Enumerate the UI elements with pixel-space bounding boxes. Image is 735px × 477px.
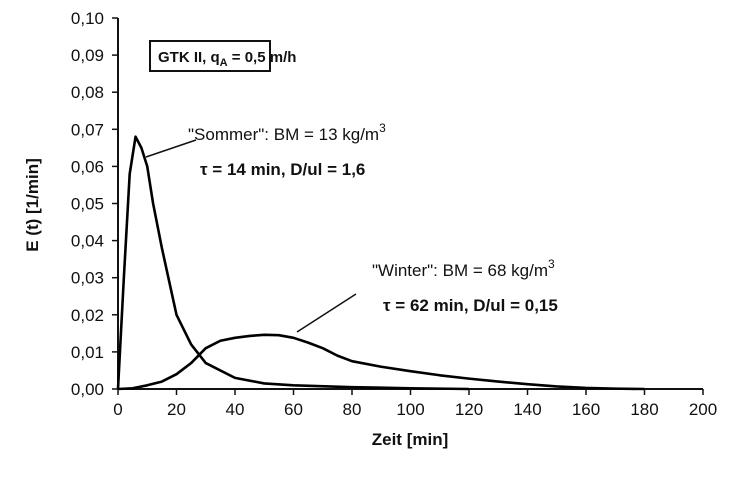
x-tick-label: 100 — [396, 400, 424, 419]
y-tick-label: 0,04 — [71, 232, 104, 251]
y-axis-title: E (t) [1/min] — [23, 158, 42, 252]
leader-line — [296, 293, 357, 333]
x-axis-title: Zeit [min] — [372, 430, 449, 449]
annotation: "Sommer": BM = 13 kg/m3 — [188, 121, 386, 144]
x-tick-label: 60 — [284, 400, 303, 419]
line-series — [116, 135, 470, 391]
y-tick-label: 0,02 — [71, 306, 104, 325]
annotation-sup: 3 — [548, 257, 555, 271]
x-tick-label: 200 — [689, 400, 717, 419]
annotation-text: GTK II, q — [158, 49, 220, 66]
annotation-sub: A — [220, 57, 228, 69]
y-tick-label: 0,00 — [71, 380, 104, 399]
annotation-text: "Winter": BM = 68 kg/m — [372, 261, 548, 280]
y-tick-label: 0,05 — [71, 195, 104, 214]
line-series — [117, 333, 645, 391]
x-tick-label: 140 — [513, 400, 541, 419]
y-tick-label: 0,06 — [71, 157, 104, 176]
annotation-text: "Sommer": BM = 13 kg/m — [188, 125, 379, 144]
annotation: "Winter": BM = 68 kg/m3 — [372, 257, 555, 280]
annotation: τ = 62 min, D/ul = 0,15 — [383, 296, 558, 315]
x-tick-label: 20 — [167, 400, 186, 419]
x-tick-label: 40 — [226, 400, 245, 419]
leader-line — [145, 139, 197, 158]
y-tick-label: 0,08 — [71, 83, 104, 102]
x-tick-label: 180 — [630, 400, 658, 419]
annotation: τ = 14 min, D/ul = 1,6 — [200, 160, 365, 179]
annotation: GTK II, qA = 0,5 m/h — [158, 49, 296, 69]
annotation-sup: 3 — [379, 121, 386, 135]
y-tick-label: 0,09 — [71, 46, 104, 65]
x-tick-label: 160 — [572, 400, 600, 419]
x-tick-label: 80 — [343, 400, 362, 419]
y-tick-label: 0,10 — [71, 9, 104, 28]
annotation-box — [149, 40, 271, 72]
x-tick-label: 120 — [455, 400, 483, 419]
x-tick-label: 0 — [113, 400, 122, 419]
y-tick-label: 0,03 — [71, 269, 104, 288]
y-tick-label: 0,07 — [71, 120, 104, 139]
annotation-text: = 0,5 m/h — [228, 49, 297, 66]
y-tick-label: 0,01 — [71, 343, 104, 362]
